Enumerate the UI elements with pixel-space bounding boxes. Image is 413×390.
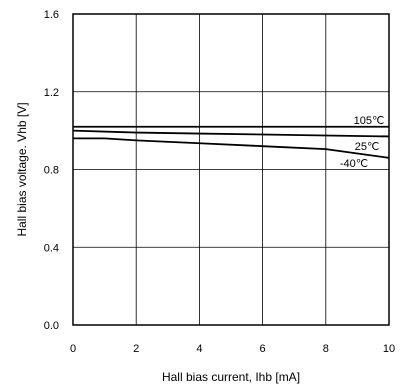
x-tick-label: 10 [383,343,395,355]
y-tick-label: 1.6 [44,9,59,21]
y-tick-label: 0.4 [44,242,59,254]
x-tick-label: 6 [260,343,266,355]
series-line [72,129,390,138]
y-tick-label: 1.2 [44,87,59,99]
plot-frame [72,13,390,326]
series-lines [72,125,390,159]
series-line [73,137,390,159]
y-tick-labels: 0.0 0.4 0.8 1.2 1.6 [44,9,59,332]
y-axis-label: Hall bias voltage. Vhb [V] [15,102,29,236]
x-tick-label: 8 [323,343,329,355]
x-tick-label: 4 [196,343,202,355]
y-tick-label: 0.0 [44,320,59,332]
y-tick-label: 0.8 [44,165,59,177]
x-tick-label: 0 [70,343,76,355]
series-label: -40℃ [340,158,368,170]
x-axis-label: Hall bias current, Ihb [mA] [162,370,300,384]
series-labels: 105℃ 25℃ -40℃ [340,115,384,170]
grid-lines [73,14,389,325]
series-label: 25℃ [355,141,380,153]
x-tick-labels: 0 2 4 6 8 10 [70,343,395,355]
series-label: 105℃ [354,115,385,127]
x-tick-label: 2 [133,343,139,355]
